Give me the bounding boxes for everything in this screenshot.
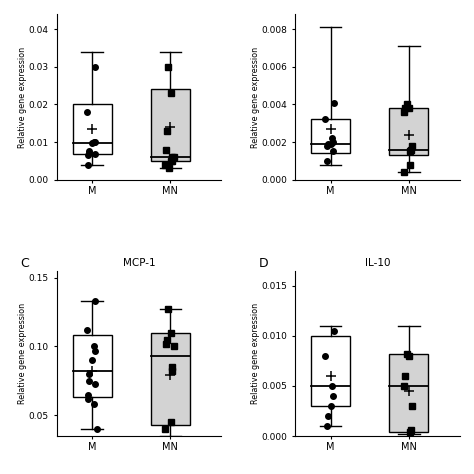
Y-axis label: Relative gene expression: Relative gene expression — [18, 46, 27, 147]
FancyBboxPatch shape — [73, 104, 112, 154]
FancyBboxPatch shape — [151, 333, 190, 425]
FancyBboxPatch shape — [311, 119, 350, 153]
Y-axis label: Relative gene expression: Relative gene expression — [251, 303, 260, 404]
Y-axis label: Relative gene expression: Relative gene expression — [251, 46, 260, 147]
Y-axis label: Relative gene expression: Relative gene expression — [18, 303, 27, 404]
Title: MCP-1: MCP-1 — [123, 258, 155, 268]
FancyBboxPatch shape — [389, 354, 428, 432]
FancyBboxPatch shape — [389, 108, 428, 155]
FancyBboxPatch shape — [151, 90, 190, 161]
Text: D: D — [259, 257, 269, 270]
FancyBboxPatch shape — [311, 336, 350, 406]
Text: C: C — [21, 257, 29, 270]
Title: IL-10: IL-10 — [365, 258, 390, 268]
FancyBboxPatch shape — [73, 336, 112, 398]
